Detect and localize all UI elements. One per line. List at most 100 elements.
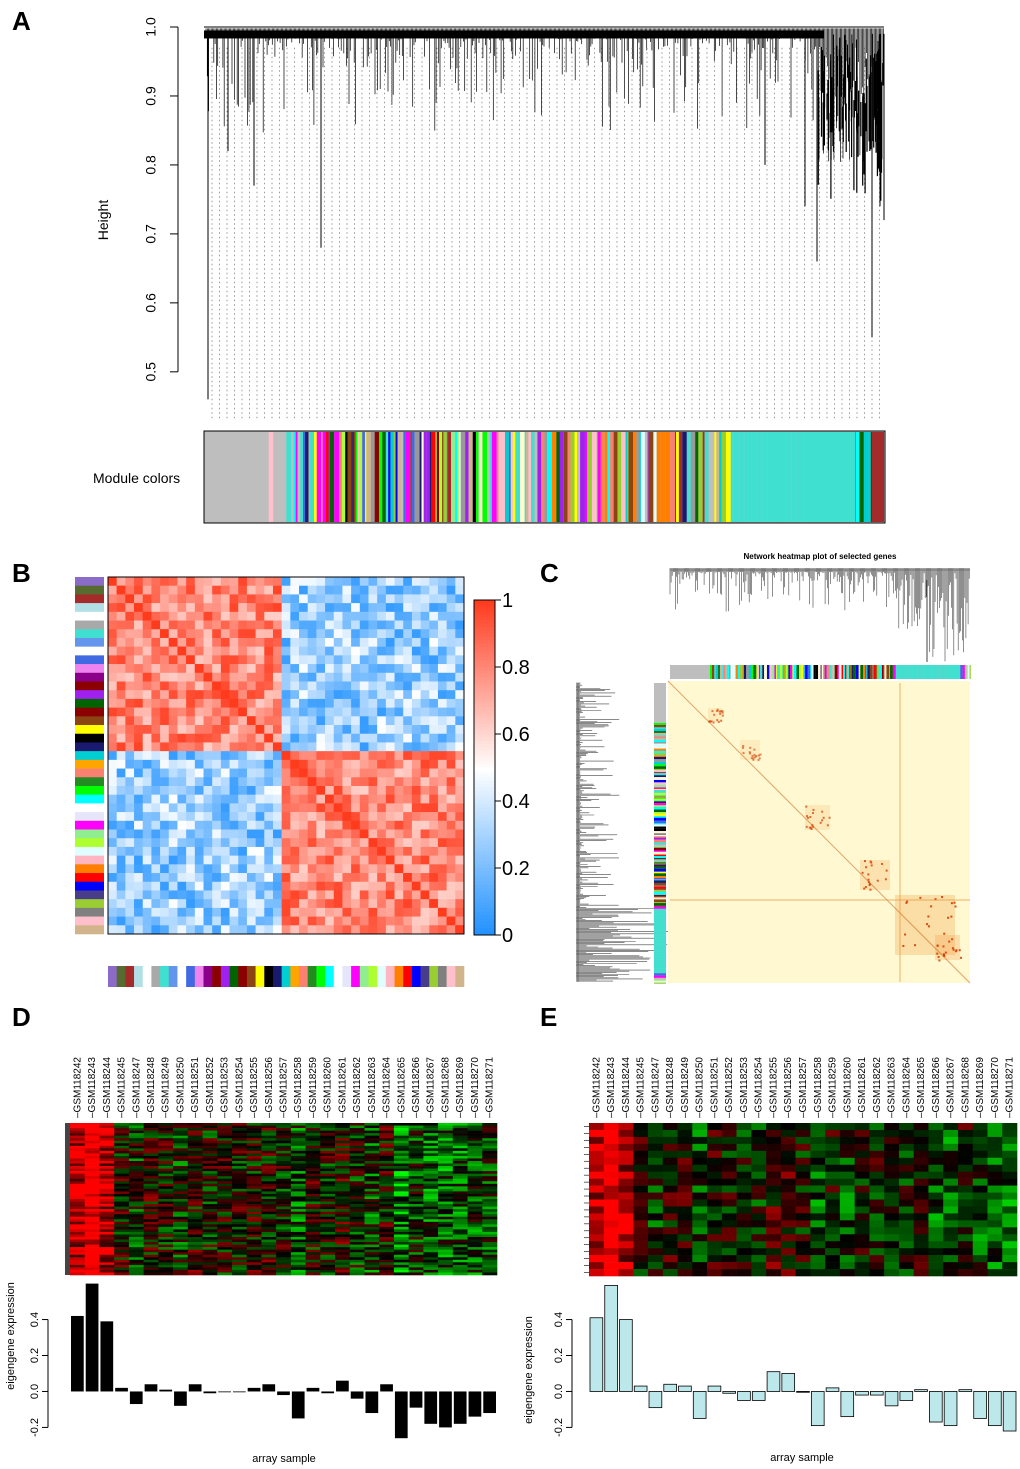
- expression-cell: [70, 1158, 86, 1162]
- module-color-stripe: [682, 432, 687, 522]
- expression-cell: [825, 1234, 841, 1242]
- c-heat-module-block: [860, 860, 890, 890]
- expression-cell: [452, 1145, 468, 1149]
- heatmap-cell: [368, 751, 378, 761]
- heatmap-cell: [108, 698, 117, 708]
- row-module-color: [75, 585, 104, 595]
- col-module-color: [125, 966, 135, 987]
- expression-cell: [884, 1164, 900, 1172]
- row-module-color: [75, 803, 104, 813]
- expression-cell: [99, 1161, 115, 1164]
- heatmap-cell: [177, 768, 187, 778]
- heatmap-cell: [142, 785, 152, 795]
- expression-cell: [128, 1176, 144, 1180]
- expression-cell: [780, 1220, 796, 1228]
- c-top-color-stripe: [848, 665, 850, 679]
- heatmap-cell: [194, 698, 204, 708]
- heatmap-cell: [394, 751, 404, 761]
- heatmap-cell: [394, 873, 404, 883]
- module-color-stripe: [647, 432, 649, 522]
- expression-cell: [276, 1130, 292, 1134]
- heatmap-cell: [351, 794, 361, 804]
- colorbar-step: [474, 878, 495, 882]
- expression-cell: [320, 1178, 336, 1182]
- heatmap-cell: [290, 907, 300, 917]
- c-left-color-stripe: [654, 850, 666, 852]
- expression-cell: [349, 1242, 365, 1245]
- heatmap-cell: [281, 698, 291, 708]
- heatmap-cell: [316, 646, 326, 656]
- heatmap-cell: [307, 890, 317, 900]
- expression-cell: [928, 1234, 944, 1242]
- colorbar-step: [474, 774, 495, 779]
- expression-cell: [114, 1247, 130, 1250]
- expression-cell: [276, 1158, 292, 1162]
- expression-cell: [143, 1163, 159, 1167]
- heatmap-cell: [455, 655, 465, 665]
- expression-cell: [217, 1181, 233, 1185]
- heatmap-cell: [246, 725, 256, 735]
- heatmap-cell: [351, 803, 361, 813]
- colorbar-step: [474, 750, 495, 755]
- expression-cell: [261, 1254, 277, 1258]
- heatmap-cell: [142, 829, 152, 839]
- heatmap-cell: [394, 585, 404, 595]
- heatmap-cell: [455, 603, 465, 613]
- heatmap-cell: [229, 646, 239, 656]
- expression-cell: [438, 1239, 454, 1243]
- c-left-color-stripe: [654, 893, 666, 895]
- expression-cell: [393, 1130, 409, 1134]
- module-color-stripe: [421, 432, 424, 522]
- heatmap-cell: [411, 637, 421, 647]
- heatmap-cell: [186, 620, 196, 630]
- expression-cell: [114, 1166, 130, 1169]
- c-top-color-stripe: [751, 665, 754, 679]
- heatmap-cell: [264, 881, 274, 891]
- sample-label: –GSM118266: [931, 1057, 942, 1118]
- heatmap-cell: [385, 672, 395, 682]
- expression-cell: [143, 1183, 159, 1187]
- heatmap-cell: [316, 733, 326, 743]
- expression-cell: [438, 1269, 454, 1273]
- expression-cell: [839, 1178, 855, 1186]
- expression-cell: [305, 1148, 321, 1152]
- c-heat-spot: [881, 862, 884, 865]
- expression-cell: [603, 1241, 619, 1249]
- expression-cell: [662, 1248, 678, 1256]
- c-left-color-stripe: [654, 805, 666, 807]
- expression-cell: [854, 1206, 870, 1214]
- expression-cell: [261, 1150, 277, 1154]
- heatmap-cell: [194, 838, 204, 848]
- expression-cell: [438, 1247, 454, 1250]
- heatmap-cell: [385, 864, 395, 874]
- heatmap-cell: [194, 655, 204, 665]
- colorbar-step: [474, 841, 495, 846]
- eigengene-bar: [306, 1387, 320, 1392]
- expression-cell: [482, 1224, 498, 1228]
- expression-cell: [810, 1262, 826, 1270]
- heatmap-cell: [368, 907, 378, 917]
- panel-b-row-module-colors: [75, 577, 104, 935]
- heatmap-cell: [316, 698, 326, 708]
- heatmap-cell: [142, 603, 152, 613]
- heatmap-cell: [385, 759, 395, 769]
- expression-cell: [320, 1188, 336, 1192]
- heatmap-cell: [186, 681, 196, 691]
- expression-cell: [202, 1133, 218, 1136]
- expression-cell: [276, 1176, 292, 1180]
- heatmap-cell: [125, 751, 135, 761]
- heatmap-cell: [134, 899, 144, 909]
- c-left-color-stripe: [654, 812, 666, 814]
- expression-cell: [114, 1140, 130, 1144]
- heatmap-cell: [377, 846, 387, 856]
- module-color-stripe: [250, 432, 255, 522]
- heatmap-cell: [455, 681, 465, 691]
- expression-cell: [379, 1231, 395, 1235]
- c-left-color-stripe: [654, 752, 666, 756]
- expression-cell: [379, 1143, 395, 1147]
- module-color-stripe: [744, 432, 748, 522]
- expression-cell: [320, 1234, 336, 1238]
- expression-cell: [393, 1249, 409, 1253]
- heatmap-cell: [307, 812, 317, 822]
- expression-cell: [246, 1148, 262, 1152]
